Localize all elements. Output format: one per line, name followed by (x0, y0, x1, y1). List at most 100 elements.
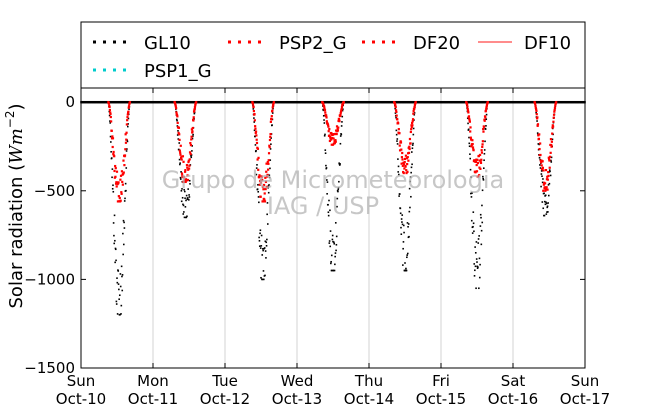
df20-point (114, 182, 118, 185)
gl10-point (135, 100, 138, 104)
gl10-point (307, 100, 310, 104)
gl10-point (164, 100, 166, 104)
df20-point (327, 130, 330, 133)
gl10-point (356, 100, 359, 104)
df20-point (115, 185, 118, 188)
gl10-point (126, 100, 128, 104)
df20-point (480, 158, 483, 161)
gl10-point (345, 100, 348, 104)
x-tick-labels: SunOct-10MonOct-11TueOct-12WedOct-13ThuO… (56, 372, 610, 408)
gl10-point (512, 100, 515, 104)
df20-point (477, 154, 480, 158)
df20-point (394, 106, 397, 109)
gl10-point (182, 213, 185, 215)
df20-point (396, 118, 399, 121)
df20-point (175, 107, 178, 110)
gl10-point (553, 100, 555, 104)
df20-point (124, 141, 128, 144)
gl10-point (268, 100, 270, 104)
gl10-point (551, 138, 554, 141)
df20-point (124, 148, 127, 151)
gl10-point (233, 100, 235, 104)
gl10-point (186, 100, 188, 104)
gl10-point (544, 100, 547, 104)
gl10-point (370, 100, 372, 104)
df20-point (470, 145, 473, 148)
df20-point (339, 113, 342, 117)
gl10-point (372, 100, 375, 104)
gl10-point (355, 100, 358, 104)
x-tick-weekday: Fri (432, 372, 450, 390)
gl10-point (291, 100, 293, 104)
gl10-point (270, 143, 272, 145)
gl10-point (154, 100, 157, 104)
gl10-point (257, 100, 260, 104)
gl10-point (329, 209, 331, 212)
gl10-point (184, 100, 186, 104)
df20-point (327, 125, 330, 128)
gl10-point (121, 289, 124, 292)
gl10-point (475, 241, 478, 243)
gl10-point (402, 100, 405, 104)
gl10-point (299, 100, 302, 104)
df20-point (485, 105, 488, 108)
gl10-point (333, 269, 336, 272)
gl10-point (536, 120, 538, 122)
legend-marker-psp2g (258, 40, 261, 44)
df20-point (113, 155, 116, 158)
gl10-point (187, 100, 190, 104)
df20-point (470, 138, 473, 141)
gl10-point (116, 281, 119, 284)
df20-point (126, 116, 129, 119)
gl10-point (561, 100, 564, 104)
gl10-point (258, 240, 261, 242)
gl10-point (446, 100, 449, 104)
df20-point (123, 154, 127, 157)
gl10-point (212, 100, 215, 104)
gl10-point (529, 100, 532, 104)
gl10-point (311, 100, 313, 104)
df20-point (534, 106, 537, 110)
gl10-point (181, 100, 183, 104)
gl10-point (261, 254, 264, 256)
df20-point (413, 105, 416, 109)
df20-point (267, 152, 271, 155)
gl10-point (186, 198, 189, 200)
gl10-point (241, 100, 244, 104)
df20-point (189, 152, 192, 156)
gl10-point (206, 100, 208, 104)
gl10-point (123, 100, 126, 104)
gl10-point (375, 100, 378, 104)
gl10-point (258, 236, 260, 239)
df20-point (126, 113, 129, 116)
gl10-point (264, 100, 266, 104)
df20-point (412, 109, 415, 113)
gl10-point (564, 100, 566, 104)
gl10-point (454, 100, 457, 104)
gl10-point (445, 100, 448, 104)
gl10-point (244, 100, 247, 104)
gl10-point (92, 100, 95, 104)
gl10-point (480, 100, 482, 104)
gl10-point (120, 304, 123, 307)
df20-point (193, 109, 196, 112)
gl10-point (464, 100, 466, 104)
gl10-point (377, 100, 380, 104)
gl10-point (490, 100, 493, 104)
gl10-point (366, 100, 369, 104)
gl10-point (545, 100, 548, 104)
gl10-point (224, 100, 227, 104)
gl10-point (144, 100, 147, 104)
gl10-point (112, 100, 115, 104)
df20-point (330, 143, 333, 146)
df20-point (254, 125, 257, 128)
df20-point (485, 104, 488, 107)
gl10-point (333, 242, 336, 245)
gl10-point (100, 100, 102, 104)
gl10-point (297, 100, 300, 104)
df20-point (116, 200, 120, 203)
gl10-point (510, 100, 512, 104)
gl10-point (118, 100, 121, 104)
gl10-point (544, 203, 547, 206)
gl10-point (323, 100, 326, 104)
